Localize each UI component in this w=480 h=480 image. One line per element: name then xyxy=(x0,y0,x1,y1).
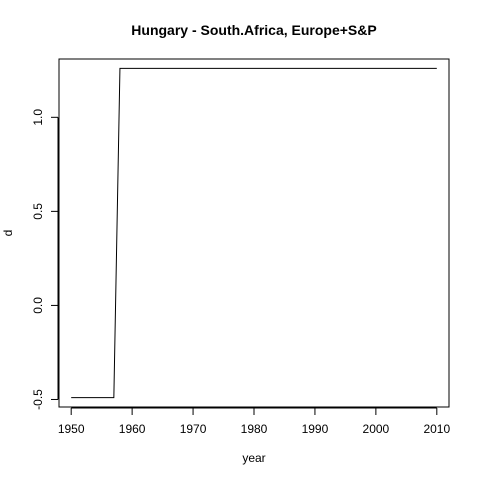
x-tick-label: 1970 xyxy=(180,422,207,436)
y-axis-label: d xyxy=(1,230,15,237)
x-tick-label: 2000 xyxy=(363,422,390,436)
x-tick-label: 1960 xyxy=(119,422,146,436)
y-axis: -0.5 0.0 0.5 1.0 xyxy=(31,109,59,410)
x-tick-label: 1980 xyxy=(241,422,268,436)
x-axis: 1950 1960 1970 1980 1990 2000 2010 xyxy=(58,407,450,436)
x-tick-label: 1950 xyxy=(58,422,85,436)
series-layer xyxy=(71,67,437,399)
y-tick-label: -0.5 xyxy=(31,389,45,410)
chart-title: Hungary - South.Africa, Europe+S&P xyxy=(131,22,376,38)
x-axis-label: year xyxy=(242,451,265,465)
y-tick-label: 0.5 xyxy=(31,203,45,220)
x-tick-label: 1990 xyxy=(302,422,329,436)
y-tick-label: 0.0 xyxy=(31,297,45,314)
x-tick-label: 2010 xyxy=(423,422,450,436)
series-line-d xyxy=(71,67,437,399)
plot-frame xyxy=(58,58,450,408)
y-tick-label: 1.0 xyxy=(31,109,45,126)
